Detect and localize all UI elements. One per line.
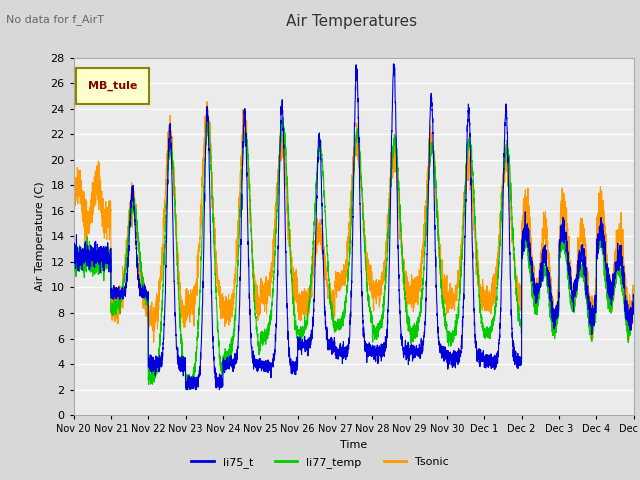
X-axis label: Time: Time (340, 440, 367, 450)
Y-axis label: Air Temperature (C): Air Temperature (C) (35, 181, 45, 291)
Text: No data for f_AirT: No data for f_AirT (6, 14, 104, 25)
Text: Air Temperatures: Air Temperatures (287, 14, 417, 29)
Legend: li75_t, li77_temp, Tsonic: li75_t, li77_temp, Tsonic (187, 452, 453, 472)
